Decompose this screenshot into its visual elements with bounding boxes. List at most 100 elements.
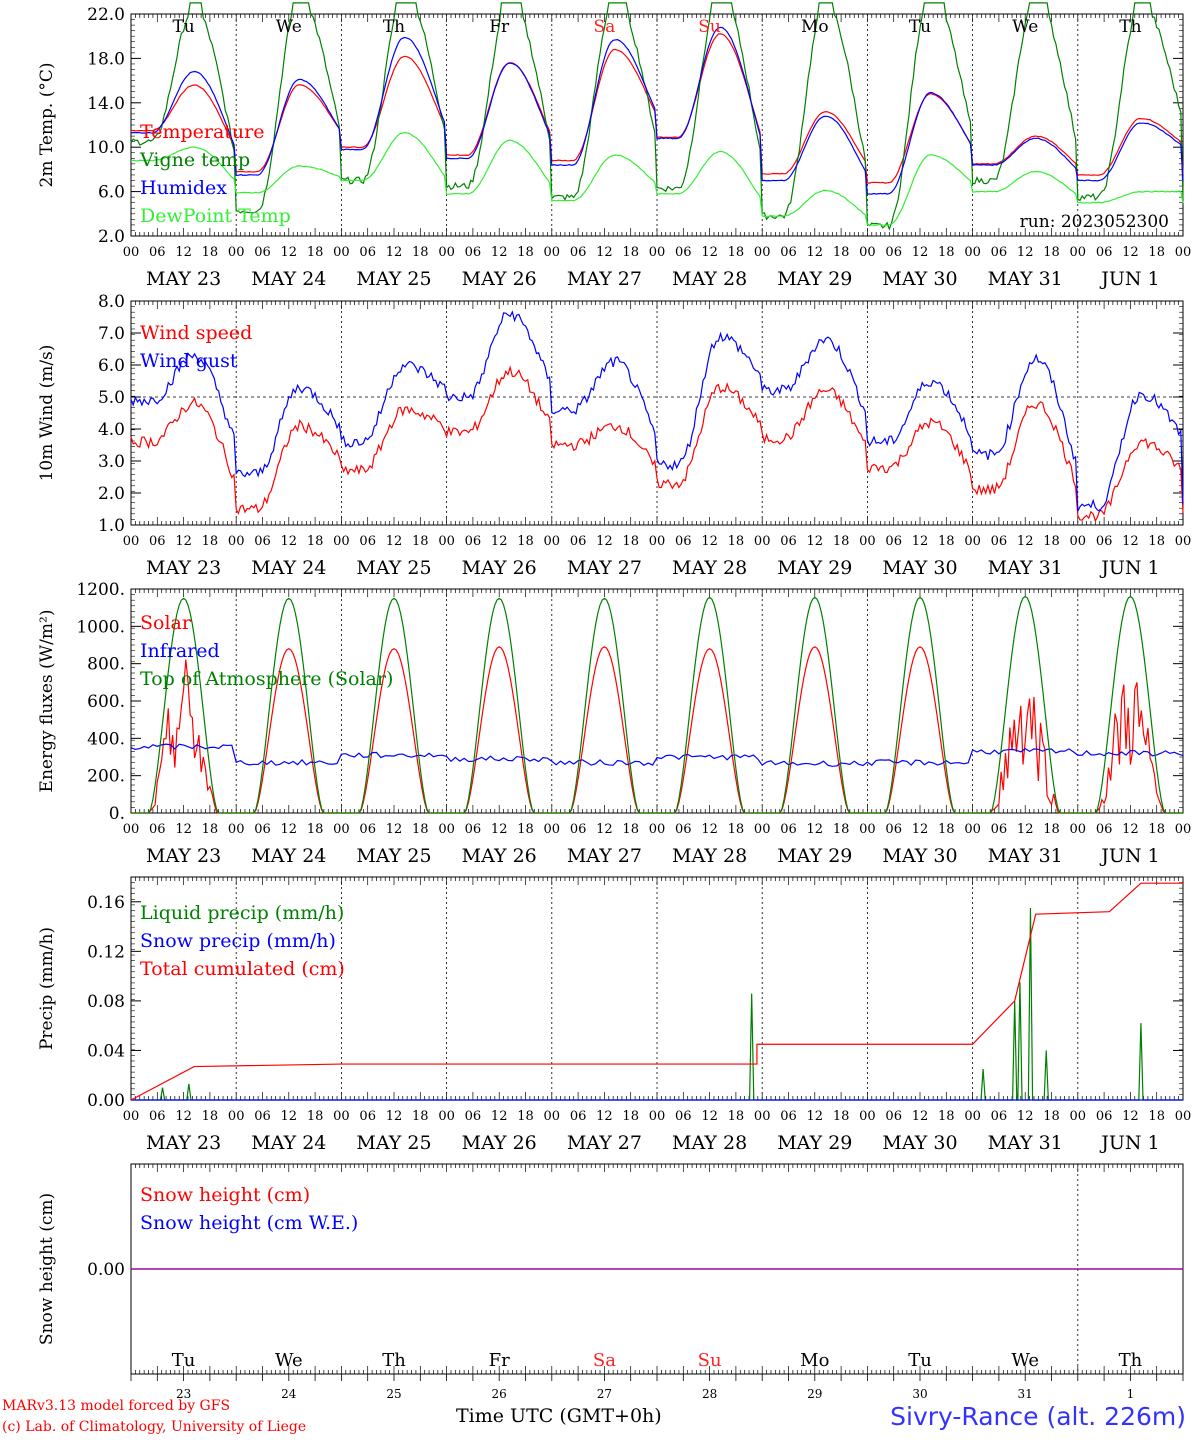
hour-tick-label: 12 xyxy=(491,245,508,260)
series-lightgreen xyxy=(130,132,1184,226)
weekday-label-top: Th xyxy=(383,17,405,37)
hour-tick-label: 12 xyxy=(701,534,718,549)
hour-tick-label: 12 xyxy=(175,1109,192,1124)
hour-tick-label: 06 xyxy=(675,1109,692,1124)
day-label: MAY 26 xyxy=(462,557,537,579)
day-label: MAY 26 xyxy=(462,268,537,290)
series-red xyxy=(130,365,1184,523)
day-label: MAY 29 xyxy=(777,845,852,867)
hour-tick-label: 12 xyxy=(1017,822,1034,837)
weekday-label-bottom: Sa xyxy=(593,1350,616,1371)
hour-tick-label: 00 xyxy=(649,822,666,837)
y-tick-label: 600. xyxy=(87,692,125,712)
hour-tick-label: 12 xyxy=(1017,534,1034,549)
weekday-label-bottom: Su xyxy=(698,1350,722,1371)
day-label: MAY 27 xyxy=(567,557,642,579)
hour-tick-label: 18 xyxy=(728,1109,745,1124)
y-tick-label: 18.0 xyxy=(87,49,125,69)
y-tick-label: 5.0 xyxy=(98,388,125,408)
legend-entry: Infrared xyxy=(140,640,220,662)
weekday-label-top: We xyxy=(276,17,302,37)
y-axis-label: Snow height (cm) xyxy=(37,1193,57,1345)
legend-entry: Snow height (cm W.E.) xyxy=(140,1212,358,1234)
hour-tick-label: 00 xyxy=(1070,534,1087,549)
day-label: JUN 1 xyxy=(1099,268,1159,290)
hour-tick-label: 00 xyxy=(544,822,561,837)
hour-tick-label: 18 xyxy=(1043,822,1060,837)
hour-tick-label: 18 xyxy=(1148,822,1165,837)
hour-tick-label: 06 xyxy=(991,1109,1008,1124)
hour-tick-label: 00 xyxy=(649,245,666,260)
y-tick-label: 4.0 xyxy=(98,420,125,440)
hour-tick-label: 06 xyxy=(675,822,692,837)
hour-tick-label: 00 xyxy=(333,822,350,837)
day-label: MAY 28 xyxy=(672,557,747,579)
day-label: MAY 30 xyxy=(882,557,957,579)
day-label: MAY 30 xyxy=(882,268,957,290)
hour-tick-label: 00 xyxy=(1175,1109,1192,1124)
hour-tick-label: 12 xyxy=(1122,245,1139,260)
hour-tick-label: 00 xyxy=(859,245,876,260)
day-label: MAY 24 xyxy=(251,557,326,579)
hour-tick-label: 12 xyxy=(912,822,929,837)
hour-tick-label: 18 xyxy=(412,822,429,837)
hour-tick-label: 12 xyxy=(491,822,508,837)
hour-tick-label: 12 xyxy=(701,1109,718,1124)
hour-tick-label: 06 xyxy=(465,1109,482,1124)
legend-entry: Wind gust xyxy=(140,350,238,372)
day-label: MAY 31 xyxy=(988,1132,1063,1154)
panel-3: Energy fluxes (W/m²) xyxy=(37,588,1184,814)
hour-tick-label: 18 xyxy=(1043,245,1060,260)
day-label: MAY 23 xyxy=(146,1132,221,1154)
legend-entry: Snow precip (mm/h) xyxy=(140,930,336,952)
hour-tick-label: 18 xyxy=(1043,534,1060,549)
hour-tick-label: 18 xyxy=(412,245,429,260)
y-tick-label: 1000. xyxy=(76,617,125,637)
hour-tick-label: 00 xyxy=(438,822,455,837)
hour-tick-label: 00 xyxy=(964,534,981,549)
y-axis-label: 2m Temp. (°C) xyxy=(37,62,57,187)
hour-tick-label: 06 xyxy=(149,1109,166,1124)
hour-tick-label: 06 xyxy=(465,534,482,549)
legend-entry: Solar xyxy=(140,612,192,634)
hour-tick-label: 18 xyxy=(412,1109,429,1124)
hour-tick-label: 00 xyxy=(649,534,666,549)
hour-tick-label: 18 xyxy=(517,822,534,837)
hour-tick-label: 12 xyxy=(491,1109,508,1124)
hour-tick-label: 18 xyxy=(1043,1109,1060,1124)
day-label: MAY 27 xyxy=(567,1132,642,1154)
legend-entry: Top of Atmosphere (Solar) xyxy=(140,668,393,690)
day-number-label: 23 xyxy=(176,1387,191,1401)
y-tick-label: 3.0 xyxy=(98,452,125,472)
model-credit: MARv3.13 model forced by GFS xyxy=(2,1398,231,1414)
day-label: MAY 23 xyxy=(146,845,221,867)
hour-tick-label: 18 xyxy=(938,1109,955,1124)
y-tick-label: 14.0 xyxy=(87,94,125,114)
hour-tick-label: 12 xyxy=(807,245,824,260)
weekday-label-bottom: Th xyxy=(382,1350,406,1371)
hour-tick-label: 18 xyxy=(412,534,429,549)
hour-tick-label: 06 xyxy=(885,534,902,549)
hour-tick-label: 06 xyxy=(570,822,587,837)
hour-tick-label: 06 xyxy=(570,1109,587,1124)
hour-tick-label: 00 xyxy=(964,822,981,837)
hour-tick-label: 18 xyxy=(307,245,324,260)
hour-tick-label: 12 xyxy=(596,822,613,837)
weekday-label-top: Th xyxy=(1119,17,1141,37)
hour-tick-label: 06 xyxy=(675,534,692,549)
hour-tick-label: 06 xyxy=(359,534,376,549)
hour-tick-label: 00 xyxy=(123,1109,140,1124)
day-label: MAY 23 xyxy=(146,268,221,290)
hour-tick-label: 00 xyxy=(228,1109,245,1124)
day-number-label: 28 xyxy=(702,1387,717,1401)
y-tick-label: 1.0 xyxy=(98,516,125,536)
weekday-label-bottom: We xyxy=(275,1350,303,1371)
weekday-label-top: We xyxy=(1012,17,1038,37)
hour-tick-label: 18 xyxy=(202,822,219,837)
hour-tick-label: 12 xyxy=(281,822,298,837)
hour-tick-label: 06 xyxy=(1096,534,1113,549)
hour-tick-label: 12 xyxy=(596,245,613,260)
hour-tick-label: 12 xyxy=(596,1109,613,1124)
legend-entry: Wind speed xyxy=(140,322,252,344)
hour-tick-label: 12 xyxy=(491,534,508,549)
